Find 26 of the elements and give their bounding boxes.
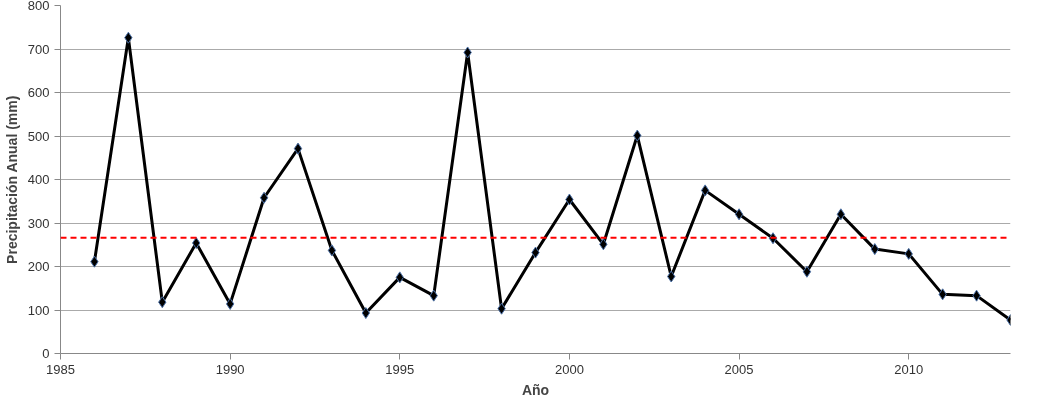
x-tick-label: 2000 <box>554 361 584 377</box>
y-tick-label: 300 <box>27 215 50 231</box>
x-tick-label: 2005 <box>724 361 754 377</box>
x-tick-label: 1985 <box>46 361 75 377</box>
y-tick-label: 500 <box>27 128 50 144</box>
y-axis-title: Precipitación Anual (mm) <box>3 95 20 264</box>
x-tick-label: 1990 <box>215 361 245 377</box>
point <box>225 297 235 310</box>
y-tick-label: 100 <box>27 302 50 318</box>
point <box>734 208 744 221</box>
x-tick-label: 2010 <box>894 361 924 377</box>
x-tick-label: 1995 <box>385 361 415 377</box>
point <box>700 184 710 197</box>
y-tick-label: 0 <box>42 346 50 361</box>
point <box>259 191 269 204</box>
point <box>293 142 303 155</box>
point <box>802 265 812 278</box>
point <box>836 208 846 221</box>
point <box>361 307 371 320</box>
y-tick-label: 800 <box>27 0 50 13</box>
x-axis-title: Año <box>521 381 550 398</box>
point <box>327 244 337 257</box>
y-tick-label: 400 <box>27 172 50 187</box>
y-tick-label: 700 <box>27 41 50 57</box>
y-tick-label: 200 <box>27 259 50 274</box>
y-tick-label: 600 <box>27 85 50 100</box>
